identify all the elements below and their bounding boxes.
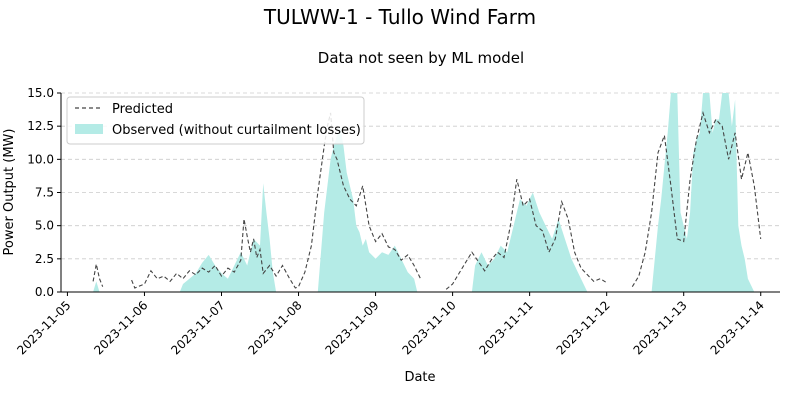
x-tick-label: 2023-11-09 (322, 298, 381, 357)
observed-area (93, 93, 755, 292)
horizontal-gridlines (61, 92, 780, 260)
y-tick-label: 12.5 (27, 119, 54, 133)
x-tick-label: 2023-11-11 (477, 298, 536, 357)
x-tick-label: 2023-11-07 (168, 298, 227, 357)
legend-observed-label: Observed (without curtailment losses) (112, 123, 361, 138)
y-axis-label: Power Output (MW) (2, 129, 17, 256)
predicted-line (92, 110, 762, 290)
x-tick-label: 2023-11-10 (399, 298, 458, 357)
legend-predicted-label: Predicted (112, 102, 173, 117)
y-tick-label: 0.0 (35, 285, 54, 299)
y-tick-label: 2.5 (35, 252, 54, 266)
x-axis-ticks: 2023-11-05 2023-11-06 2023-11-07 2023-11-08… (14, 292, 767, 357)
observed-area-path (93, 93, 755, 292)
x-tick-label: 2023-11-13 (631, 298, 690, 357)
y-tick-label: 7.5 (35, 186, 54, 200)
chart-title: TULWW-1 - Tullo Wind Farm (263, 5, 536, 29)
legend: Predicted Observed (without curtailment … (66, 96, 365, 145)
x-tick-label: 2023-11-08 (245, 298, 304, 357)
legend-box (66, 96, 365, 145)
y-tick-label: 15.0 (27, 86, 54, 100)
predicted-line-path (92, 110, 762, 290)
y-tick-label: 5.0 (35, 219, 54, 233)
x-tick-label: 2023-11-06 (91, 298, 150, 357)
y-tick-label: 10.0 (27, 152, 54, 166)
x-tick-label: 2023-11-05 (14, 298, 73, 357)
y-axis-ticks: 0.0 2.5 5.0 7.5 10.0 12.5 15.0 (27, 86, 61, 299)
legend-observed-swatch (75, 124, 103, 134)
x-axis-label: Date (404, 370, 435, 385)
chart-subtitle: Data not seen by ML model (318, 49, 524, 67)
x-tick-label: 2023-11-14 (708, 298, 767, 357)
x-tick-label: 2023-11-12 (554, 298, 613, 357)
